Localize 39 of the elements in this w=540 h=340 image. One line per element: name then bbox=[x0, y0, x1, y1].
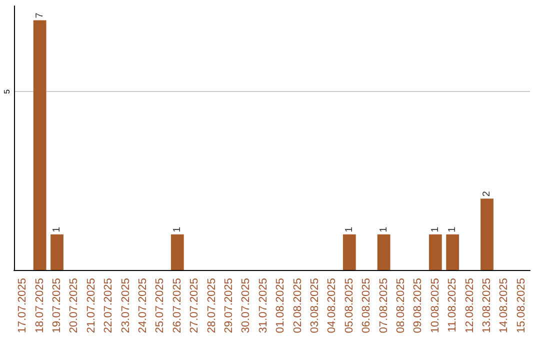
x-tick-label: 20.07.2025 bbox=[68, 278, 80, 334]
x-tick-label: 26.07.2025 bbox=[171, 278, 184, 334]
x-tick-label: 12.08.2025 bbox=[464, 278, 476, 334]
x-tick-label: 17.07.2025 bbox=[16, 278, 29, 334]
x-tick-label: 31.07.2025 bbox=[257, 278, 270, 334]
x-tick-label: 19.07.2025 bbox=[51, 278, 63, 334]
x-tick-label: 09.08.2025 bbox=[412, 278, 424, 334]
x-tick-label: 22.07.2025 bbox=[102, 278, 115, 334]
x-tick-label: 07.08.2025 bbox=[378, 278, 390, 334]
y-tick-label: 5 bbox=[2, 88, 12, 94]
data-label: 1 bbox=[52, 226, 62, 232]
x-tick-label: 14.08.2025 bbox=[498, 278, 510, 334]
x-tick-label: 05.08.2025 bbox=[343, 278, 356, 334]
data-label: 1 bbox=[447, 226, 458, 232]
x-tick-label: 02.08.2025 bbox=[292, 278, 304, 334]
x-tick-label: 06.08.2025 bbox=[360, 278, 373, 334]
x-tick-label: 03.08.2025 bbox=[309, 278, 321, 334]
data-label: 1 bbox=[344, 226, 355, 232]
data-label: 1 bbox=[378, 226, 390, 232]
x-tick-label: 13.08.2025 bbox=[481, 278, 493, 334]
x-tick-label: 11.08.2025 bbox=[446, 278, 459, 332]
x-tick-label: 29.07.2025 bbox=[223, 278, 235, 334]
data-label: 1 bbox=[172, 226, 183, 232]
x-tick-label: 30.07.2025 bbox=[240, 278, 252, 334]
x-tick-label: 27.07.2025 bbox=[188, 278, 201, 334]
x-tick-label: 18.07.2025 bbox=[34, 278, 46, 334]
x-tick-label: 21.07.2025 bbox=[85, 278, 98, 334]
x-tick-label: 08.08.2025 bbox=[395, 278, 407, 334]
x-tick-label: 25.07.2025 bbox=[154, 278, 166, 334]
data-label: 2 bbox=[482, 190, 492, 197]
data-label: 7 bbox=[34, 12, 46, 18]
x-tick-label: 01.08.2025 bbox=[274, 278, 287, 334]
x-tick-label: 10.08.2025 bbox=[429, 278, 442, 334]
x-tick-label: 23.07.2025 bbox=[120, 278, 132, 334]
x-tick-label: 15.08.2025 bbox=[515, 278, 528, 334]
x-tick-label: 28.07.2025 bbox=[206, 278, 218, 334]
data-label: 1 bbox=[430, 226, 441, 232]
x-tick-label: 04.08.2025 bbox=[326, 278, 338, 334]
x-tick-label: 24.07.2025 bbox=[137, 278, 149, 334]
